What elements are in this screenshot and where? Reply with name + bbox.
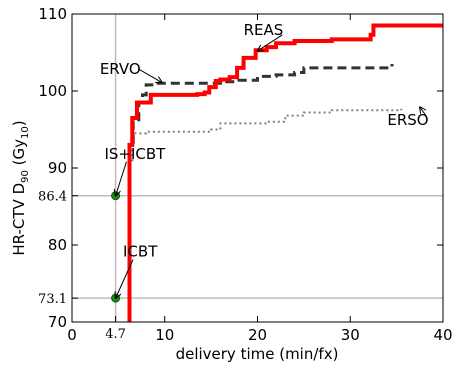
series-lines	[127, 23, 443, 322]
y-tick-label: 73.1	[38, 292, 67, 307]
annotation-label: ICBT	[123, 243, 158, 261]
annotation-label: REAS	[244, 21, 284, 39]
x-tick-label: 0	[67, 326, 77, 344]
y-tick-label: 70	[48, 313, 67, 331]
annotation-label: ERVO	[100, 60, 141, 78]
annotation-arrow	[420, 107, 427, 117]
y-axis-label-sub: 90	[20, 170, 31, 183]
annotation-arrow	[116, 259, 134, 299]
annotation-arrow	[116, 161, 127, 196]
y-tick-label: 100	[38, 82, 67, 100]
series-reas	[127, 23, 443, 322]
annotations: REAS ERVO ERSO IS+ICBT ICBT	[100, 21, 429, 298]
y-axis-label-unit: (Gy	[10, 139, 28, 170]
series-erso	[131, 108, 403, 162]
axis-ticks: 0 10 20 30 40 4.7 70 80 90 100 110 86.4 73.1	[38, 5, 453, 344]
series-ervo	[128, 64, 394, 322]
x-tick-label: 40	[433, 326, 452, 344]
y-tick-label: 90	[48, 159, 67, 177]
annotation-label: ERSO	[387, 111, 428, 129]
x-tick-label: 10	[155, 326, 174, 344]
y-axis-label: HR-CTV D90 (Gy10)	[10, 120, 31, 255]
y-axis-label-unit-sub: 10	[20, 126, 31, 139]
y-tick-label: 110	[38, 5, 67, 23]
reference-lines	[72, 14, 443, 322]
y-tick-label: 80	[48, 236, 67, 254]
x-tick-label: 4.7	[105, 327, 126, 342]
annotation-label: IS+ICBT	[104, 145, 166, 163]
x-tick-label: 20	[248, 326, 267, 344]
x-axis-label: delivery time (min/fx)	[176, 345, 339, 363]
y-axis-label-base: HR-CTV D	[10, 183, 28, 256]
annotation-arrow	[258, 34, 283, 51]
annotation-arrow	[138, 68, 162, 82]
x-tick-label: 30	[341, 326, 360, 344]
y-axis-label-close: )	[10, 120, 28, 126]
y-tick-label: 86.4	[38, 190, 67, 205]
